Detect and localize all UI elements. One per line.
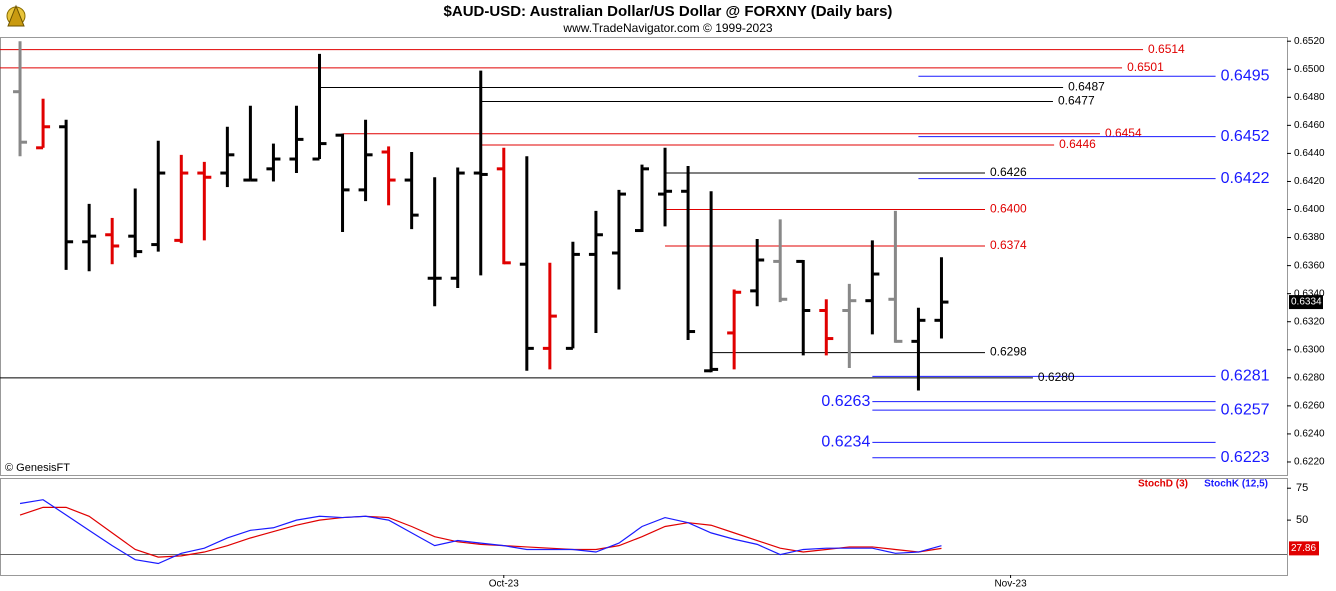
- level-label: 0.6223: [1221, 449, 1270, 466]
- level-label: 0.6281: [1221, 368, 1270, 385]
- last-value-box: [1289, 541, 1319, 556]
- chart-subtitle: www.TradeNavigator.com © 1999-2023: [562, 21, 772, 35]
- level-label: 0.6452: [1221, 128, 1270, 145]
- y-tick-label: 0.6240: [1294, 429, 1325, 440]
- y-tick-label: 0.6520: [1294, 36, 1325, 47]
- y-tick-label: 0.6460: [1294, 120, 1325, 131]
- level-label: 0.6487: [1068, 80, 1105, 94]
- x-tick-label: Oct-23: [489, 579, 519, 590]
- y-tick-label: 0.6400: [1294, 204, 1325, 215]
- level-label: 0.6495: [1221, 67, 1270, 84]
- x-tick-label: Nov-23: [994, 579, 1027, 590]
- chart-title: $AUD-USD: Australian Dollar/US Dollar @ …: [444, 3, 893, 20]
- last-value-label: 27.86: [1291, 543, 1316, 554]
- annotation: © GenesisFT: [5, 462, 70, 474]
- y-tick-label: 0.6420: [1294, 176, 1325, 187]
- level-label: 0.6263: [821, 393, 870, 410]
- level-label: 0.6514: [1148, 42, 1185, 56]
- stoch-panel: [0, 478, 1288, 576]
- price-panel: [0, 37, 1288, 476]
- y-tick-label: 0.6480: [1294, 92, 1325, 103]
- level-label: 0.6446: [1059, 137, 1096, 151]
- level-label: 0.6400: [990, 202, 1027, 216]
- last-price-box: [1289, 295, 1323, 310]
- y-tick-label: 0.6440: [1294, 148, 1325, 159]
- level-label: 0.6374: [990, 238, 1027, 252]
- y-tick-label: 0.6320: [1294, 316, 1325, 327]
- logo: [6, 4, 26, 27]
- level-label: 0.6426: [990, 165, 1027, 179]
- level-label: 0.6454: [1105, 126, 1142, 140]
- y-tick-label: 0.6220: [1294, 457, 1325, 468]
- y-tick-label: 0.6280: [1294, 372, 1325, 383]
- last-price-label: 0.6334: [1291, 297, 1322, 308]
- level-label: 0.6280: [1038, 370, 1075, 384]
- y-tick-label: 0.6340: [1294, 288, 1325, 299]
- y-tick-label: 0.6360: [1294, 260, 1325, 271]
- y-tick-label: 0.6380: [1294, 232, 1325, 243]
- level-label: 0.6257: [1221, 401, 1270, 418]
- level-label: 0.6298: [990, 345, 1027, 359]
- y-tick-label: 50: [1296, 514, 1308, 526]
- level-label: 0.6477: [1058, 94, 1095, 108]
- level-label: 0.6234: [821, 434, 870, 451]
- level-label: 0.6422: [1221, 170, 1270, 187]
- stoch-line: [19, 499, 942, 565]
- y-tick-label: 0.6260: [1294, 401, 1325, 412]
- y-tick-label: 75: [1296, 482, 1308, 494]
- level-label: 0.6501: [1127, 60, 1164, 74]
- legend-entry: StochK (12,5): [1204, 479, 1268, 490]
- y-tick-label: 0.6500: [1294, 64, 1325, 75]
- legend-entry: StochD (3): [1138, 479, 1188, 490]
- y-tick-label: 0.6300: [1294, 344, 1325, 355]
